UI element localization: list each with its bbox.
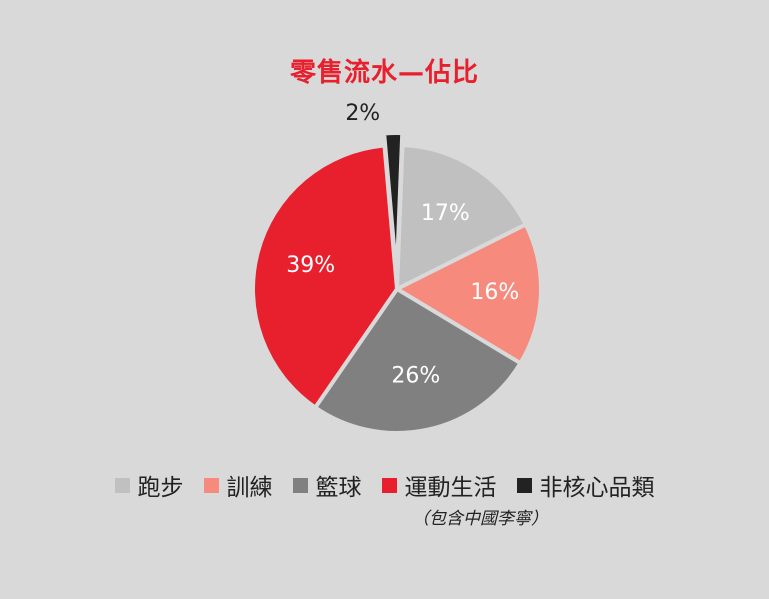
slice-label-non-core: 2% — [345, 101, 380, 126]
legend: 跑步 訓練 籃球 運動生活 非核心品類 — [0, 468, 769, 502]
legend-label-running: 跑步 — [137, 475, 184, 501]
legend-item-training: 訓練 — [203, 468, 273, 502]
chart-title: 零售流水—佔比 — [289, 58, 479, 88]
slice-label-running: 17% — [421, 201, 470, 226]
legend-item-sports-life: 運動生活 — [381, 468, 497, 502]
slice-label-sports-life: 39% — [286, 253, 335, 278]
slices-layer — [251, 131, 543, 435]
legend-item-non-core: 非核心品類 — [516, 468, 655, 502]
pie-slice-running — [395, 143, 528, 291]
legend-swatch-running — [114, 477, 130, 493]
legend-swatch-basketball — [292, 477, 308, 493]
legend-item-running: 跑步 — [114, 468, 184, 502]
legend-label-non-core: 非核心品類 — [539, 475, 655, 501]
pie-slice-training — [395, 222, 543, 366]
legend-label-basketball: 籃球 — [315, 475, 362, 501]
slice-label-basketball: 26% — [391, 363, 440, 388]
pie-slice-sports-life — [251, 143, 399, 410]
pie-slice-basketball — [313, 287, 523, 435]
legend-item-basketball: 籃球 — [292, 468, 362, 502]
legend-note: （包含中國李寧） — [412, 509, 548, 529]
slice-label-training: 16% — [470, 280, 519, 305]
legend-label-sports-life: 運動生活 — [404, 475, 497, 501]
legend-swatch-training — [203, 477, 219, 493]
legend-label-training: 訓練 — [226, 475, 273, 501]
legend-swatch-sports-life — [381, 477, 397, 493]
legend-swatch-non-core — [516, 477, 532, 493]
labels-layer: 2% 17% 16% 26% 39% — [286, 101, 519, 388]
